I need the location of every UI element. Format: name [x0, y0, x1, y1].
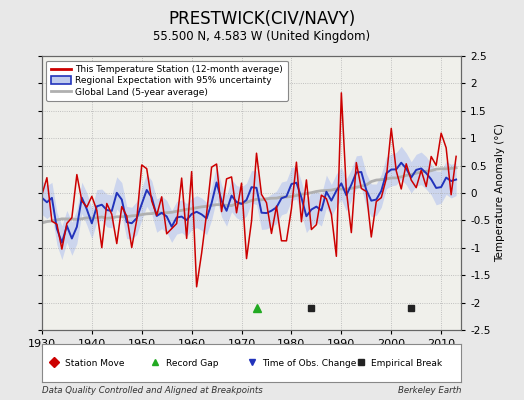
Text: Data Quality Controlled and Aligned at Breakpoints: Data Quality Controlled and Aligned at B…: [42, 386, 263, 395]
Text: Empirical Break: Empirical Break: [371, 359, 442, 368]
Text: Record Gap: Record Gap: [166, 359, 218, 368]
Text: Time of Obs. Change: Time of Obs. Change: [262, 359, 356, 368]
Text: Station Move: Station Move: [65, 359, 125, 368]
Text: PRESTWICK(CIV/NAVY): PRESTWICK(CIV/NAVY): [168, 10, 356, 28]
Legend: This Temperature Station (12-month average), Regional Expectation with 95% uncer: This Temperature Station (12-month avera…: [47, 60, 288, 101]
Y-axis label: Temperature Anomaly (°C): Temperature Anomaly (°C): [495, 124, 505, 262]
Text: 55.500 N, 4.583 W (United Kingdom): 55.500 N, 4.583 W (United Kingdom): [154, 30, 370, 43]
Text: Berkeley Earth: Berkeley Earth: [398, 386, 461, 395]
